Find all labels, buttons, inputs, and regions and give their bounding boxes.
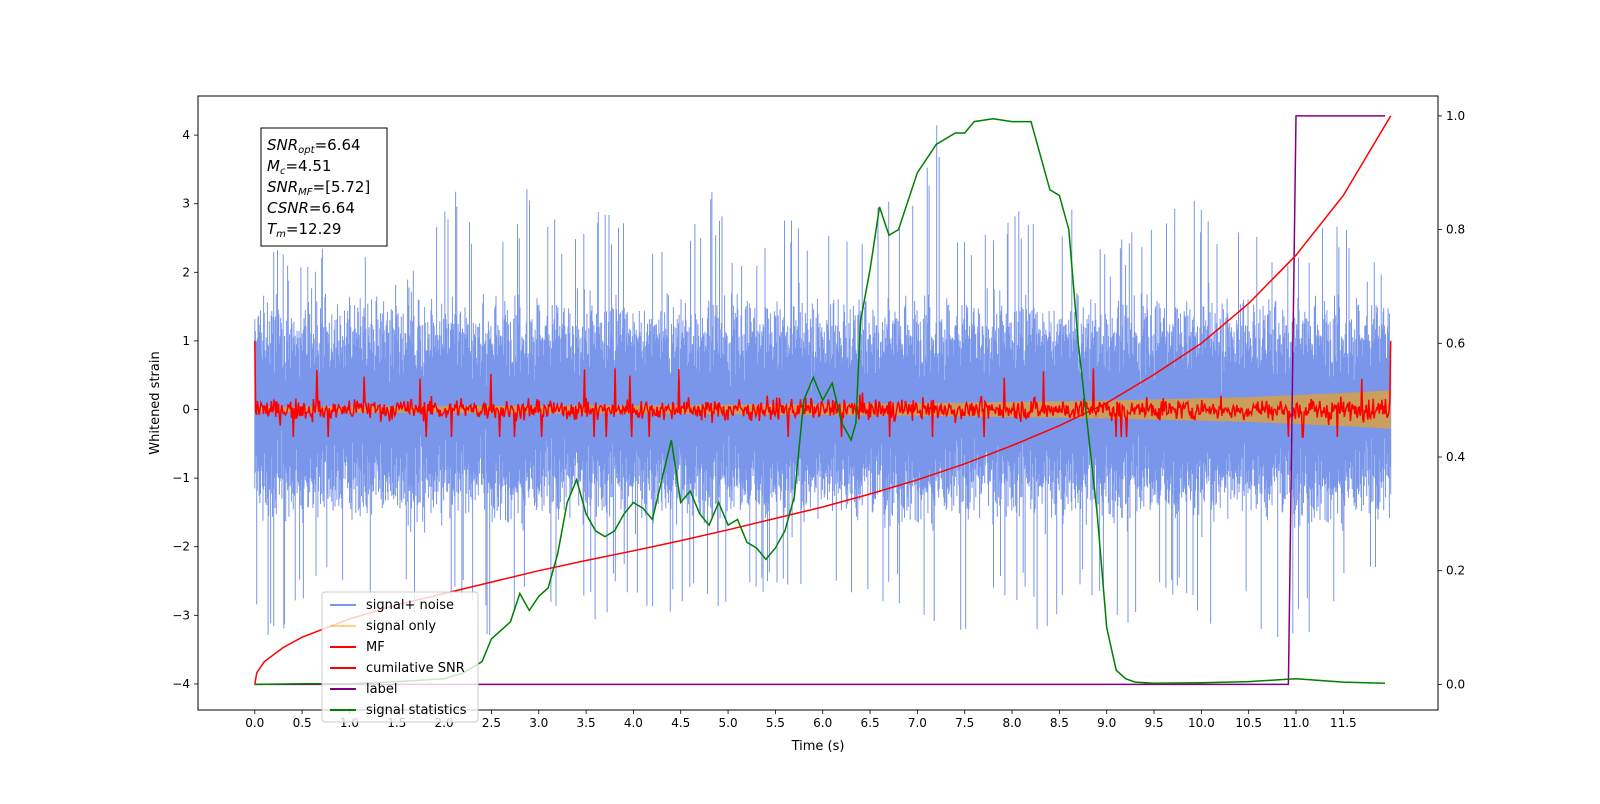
y-tick-label: −1: [172, 471, 190, 485]
x-tick-label: 3.5: [577, 716, 596, 730]
x-tick-label: 7.0: [908, 716, 927, 730]
x-tick-label: 8.5: [1050, 716, 1069, 730]
x-tick-label: 4.5: [671, 716, 690, 730]
x-tick-label: 6.0: [813, 716, 832, 730]
y2-tick-label: 0.8: [1446, 223, 1465, 237]
legend-label: signal statistics: [366, 703, 467, 718]
x-axis: 0.0 0.5 1.0 1.5 2.0 2.5 3.0 3.5 4.0 4.5 5.0 5.5 6.0 6…: [245, 710, 1357, 730]
x-tick-label: 5.0: [719, 716, 738, 730]
legend: signal+ noise signal only MF cumilative SNR…: [321, 591, 479, 723]
annotation-line: Mc=4.51: [267, 157, 331, 177]
x-axis-label: Time (s): [791, 739, 845, 754]
y-axis-label: Whitened strain: [148, 351, 163, 454]
series-label: [254, 115, 1385, 686]
x-tick-label: 10.5: [1235, 716, 1262, 730]
x-tick-label: 9.0: [1097, 716, 1116, 730]
legend-label: cumilative SNR: [366, 661, 465, 676]
legend-label: label: [366, 682, 397, 697]
y2-tick-label: 0.6: [1446, 336, 1465, 350]
x-tick-label: 5.5: [766, 716, 785, 730]
y-tick-label: 0: [182, 403, 190, 417]
x-tick-label: 6.5: [861, 716, 880, 730]
y2-tick-label: 0.4: [1446, 450, 1465, 464]
annotation-frame: [260, 127, 388, 247]
y-tick-label: 1: [182, 334, 190, 348]
x-tick-label: 11.0: [1283, 716, 1310, 730]
annotation-line: SNRMF=[5.72]: [267, 178, 370, 198]
y-axis-right: 0.0 0.2 0.4 0.6 0.8 1.0: [1438, 109, 1465, 691]
y2-tick-label: 1.0: [1446, 109, 1465, 123]
series-signal-statistics: [254, 117, 1386, 686]
x-tick-label: 4.0: [624, 716, 643, 730]
annotation-line: Tm=12.29: [267, 220, 341, 240]
x-tick-label: 7.5: [955, 716, 974, 730]
x-tick-label: 3.0: [529, 716, 548, 730]
y-tick-label: −3: [172, 608, 190, 622]
annotation-line: CSNR=6.64: [267, 199, 355, 217]
y-tick-label: 3: [182, 197, 190, 211]
x-tick-label: 9.5: [1144, 716, 1163, 730]
x-tick-label: 2.5: [482, 716, 501, 730]
y-tick-label: −2: [172, 540, 190, 554]
x-tick-label: 10.0: [1188, 716, 1215, 730]
y-axis-left: −4 −3 −2 −1 0 1 2 3 4: [172, 128, 198, 691]
y-tick-label: 2: [182, 265, 190, 279]
series-signal-only: [254, 390, 1391, 429]
annotation-line: SNRopt=6.64: [267, 136, 361, 156]
x-tick-label: 0.0: [245, 716, 264, 730]
plot-frame: [197, 95, 1439, 711]
legend-label: signal only: [366, 619, 436, 634]
x-tick-label: 11.5: [1330, 716, 1357, 730]
legend-label: signal+ noise: [366, 598, 454, 613]
x-tick-label: 8.0: [1002, 716, 1021, 730]
y-tick-label: −4: [172, 677, 190, 691]
series-mf: [254, 340, 1392, 438]
y2-tick-label: 0.2: [1446, 564, 1465, 578]
x-tick-label: 0.5: [293, 716, 312, 730]
legend-label: MF: [366, 640, 385, 655]
y-tick-label: 4: [182, 128, 190, 142]
legend-frame: [321, 591, 479, 723]
y2-tick-label: 0.0: [1446, 677, 1465, 691]
